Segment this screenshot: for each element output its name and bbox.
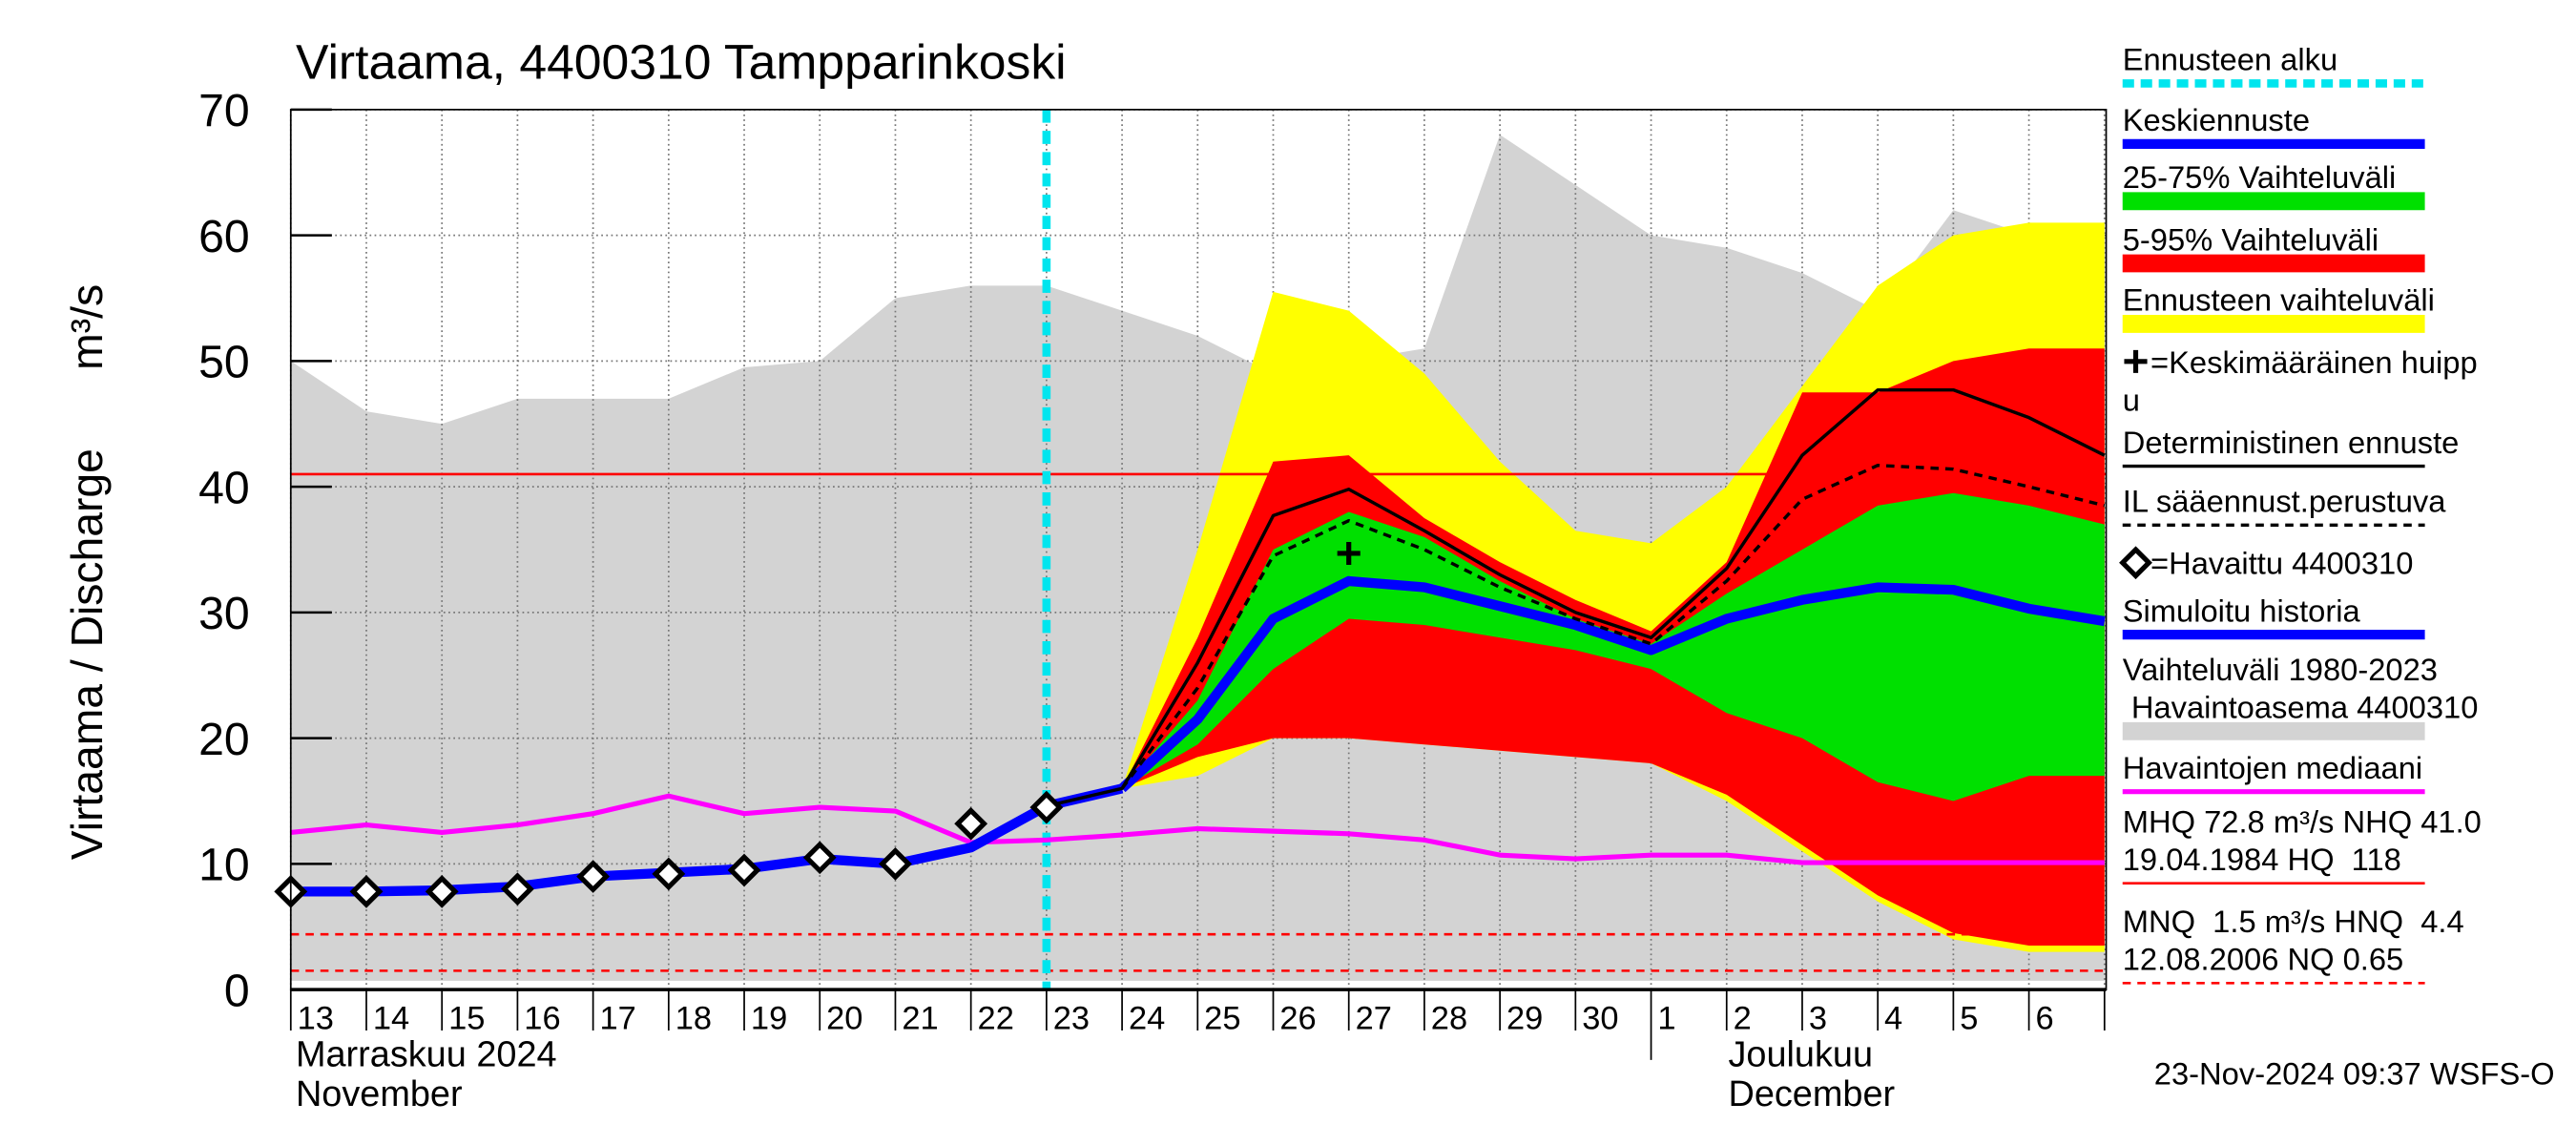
legend-label: Deterministinen ennuste: [2123, 425, 2460, 460]
x-tick-label: 27: [1356, 1000, 1392, 1036]
y-tick-label: 50: [198, 337, 250, 388]
observed-marker: [425, 875, 459, 908]
y-tick-label: 30: [198, 588, 250, 639]
y-tick-label: 70: [198, 85, 250, 136]
legend-label: 5-95% Vaihteluväli: [2123, 221, 2379, 257]
observed-marker: [1029, 790, 1064, 824]
observed-marker: [879, 847, 912, 881]
observed-marker: [500, 872, 534, 906]
x-tick-label: 28: [1431, 1000, 1467, 1036]
legend-label: Ennusteen alku: [2123, 42, 2337, 77]
series-line: [290, 793, 2105, 865]
observed-marker: [349, 875, 384, 908]
month-label: Joulukuu: [1728, 1035, 1873, 1075]
x-tick-label: 30: [1582, 1000, 1618, 1036]
x-tick-label: 6: [2035, 1000, 2053, 1036]
series-line: [1118, 575, 2106, 793]
month-label: November: [296, 1074, 463, 1114]
peak-marker: [1337, 541, 1361, 565]
footer: 23-Nov-2024 09:37 WSFS-O: [2154, 1056, 2555, 1092]
legend-label: Havaintoasema 4400310: [2123, 690, 2479, 725]
x-tick-label: 26: [1279, 1000, 1316, 1036]
x-tick-label: 3: [1809, 1000, 1827, 1036]
month-label: Marraskuu 2024: [296, 1035, 557, 1075]
x-tick-label: 17: [600, 1000, 636, 1036]
legend-label: MNQ 1.5 m³/s HNQ 4.4: [2123, 904, 2464, 939]
y-tick-label: 10: [198, 840, 250, 891]
x-tick-label: 19: [751, 1000, 787, 1036]
legend-label: Vaihteluväli 1980-2023: [2123, 652, 2438, 687]
y-tick-label: 20: [198, 714, 250, 765]
observed-marker: [2119, 546, 2152, 580]
legend-label: =Havaittu 4400310: [2150, 546, 2413, 581]
month-label: December: [1728, 1074, 1895, 1114]
observed-marker: [802, 841, 837, 875]
legend-label: 25-75% Vaihteluväli: [2123, 159, 2397, 195]
x-tick-label: 13: [298, 1000, 334, 1036]
range-band: [1122, 492, 2105, 802]
legend-label: =Keskimääräinen huipp: [2150, 344, 2478, 380]
observed-marker: [576, 860, 611, 893]
series-line: [1046, 387, 2106, 808]
legend-label: Simuloitu historia: [2123, 593, 2361, 628]
legend-label: Havaintojen mediaani: [2123, 750, 2422, 785]
y-tick-label: 0: [224, 965, 250, 1016]
observed-marker: [652, 857, 686, 891]
legend-label: Keskiennuste: [2123, 102, 2310, 137]
y-axis-unit: m³/s: [62, 284, 112, 370]
x-tick-label: 18: [675, 1000, 712, 1036]
legend-label: 19.04.1984 HQ 118: [2123, 842, 2401, 877]
x-tick-label: 22: [978, 1000, 1014, 1036]
y-tick-label: 60: [198, 211, 250, 262]
x-tick-label: 5: [1960, 1000, 1978, 1036]
y-tick-label: 40: [198, 462, 250, 513]
legend-label: Ennusteen vaihteluväli: [2123, 282, 2435, 318]
observed-marker: [954, 806, 988, 841]
x-tick-label: 16: [524, 1000, 560, 1036]
x-tick-label: 20: [826, 1000, 862, 1036]
x-tick-label: 4: [1884, 1000, 1902, 1036]
x-tick-label: 1: [1657, 1000, 1675, 1036]
x-tick-label: 15: [448, 1000, 485, 1036]
x-tick-label: 23: [1053, 1000, 1090, 1036]
x-tick-label: 29: [1506, 1000, 1543, 1036]
x-tick-label: 21: [902, 1000, 938, 1036]
x-tick-label: 24: [1129, 1000, 1165, 1036]
observed-marker: [727, 853, 761, 887]
x-tick-label: 14: [373, 1000, 409, 1036]
legend-label: 12.08.2006 NQ 0.65: [2123, 942, 2404, 977]
legend-label: u: [2123, 382, 2140, 417]
chart-title: Virtaama, 4400310 Tampparinkoski: [296, 33, 1067, 89]
legend-label: MHQ 72.8 m³/s NHQ 41.0: [2123, 804, 2482, 840]
peak-marker: [2124, 349, 2148, 373]
x-tick-label: 2: [1734, 1000, 1752, 1036]
x-tick-label: 25: [1204, 1000, 1240, 1036]
legend-label: IL sääennust.perustuva: [2123, 484, 2447, 519]
y-axis-label: Virtaama / Discharge: [62, 448, 112, 860]
